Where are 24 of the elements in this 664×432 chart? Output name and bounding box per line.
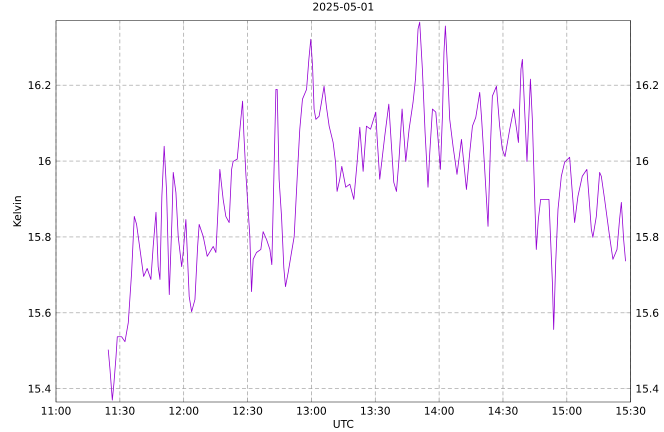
y-tick-label: 15.6 xyxy=(28,308,51,317)
y2-tick-label: 16.2 xyxy=(636,81,658,90)
x-tick-label: 12:30 xyxy=(233,406,262,415)
x-tick-label: 12:00 xyxy=(170,406,198,415)
y-tick-label: 15.8 xyxy=(28,232,51,241)
x-tick-label: 15:30 xyxy=(616,406,646,415)
y2-tick-label: 15.8 xyxy=(636,232,658,241)
x-tick-label: 15:00 xyxy=(552,406,582,415)
y-tick-label: 16 xyxy=(38,157,51,166)
x-tick-label: 14:00 xyxy=(424,406,454,415)
x-tick-label: 13:30 xyxy=(361,406,390,415)
x-tick-label: 13:00 xyxy=(297,406,326,415)
y-axis-title: Kelvin xyxy=(12,196,22,226)
y-tick-label: 15.4 xyxy=(28,384,51,393)
x-tick-label: 11:00 xyxy=(42,406,71,415)
y2-tick-label: 15.6 xyxy=(636,308,658,317)
y2-tick-label: 16 xyxy=(636,157,648,166)
x-axis-title: UTC xyxy=(334,420,354,428)
x-tick-label: 11:30 xyxy=(106,406,134,415)
x-tick-label: 14:30 xyxy=(488,406,518,415)
y-tick-label: 16.2 xyxy=(28,81,50,90)
line-series xyxy=(108,22,626,401)
chart-title: 2025-05-01 xyxy=(313,2,374,11)
y2-tick-label: 15.4 xyxy=(636,384,658,393)
